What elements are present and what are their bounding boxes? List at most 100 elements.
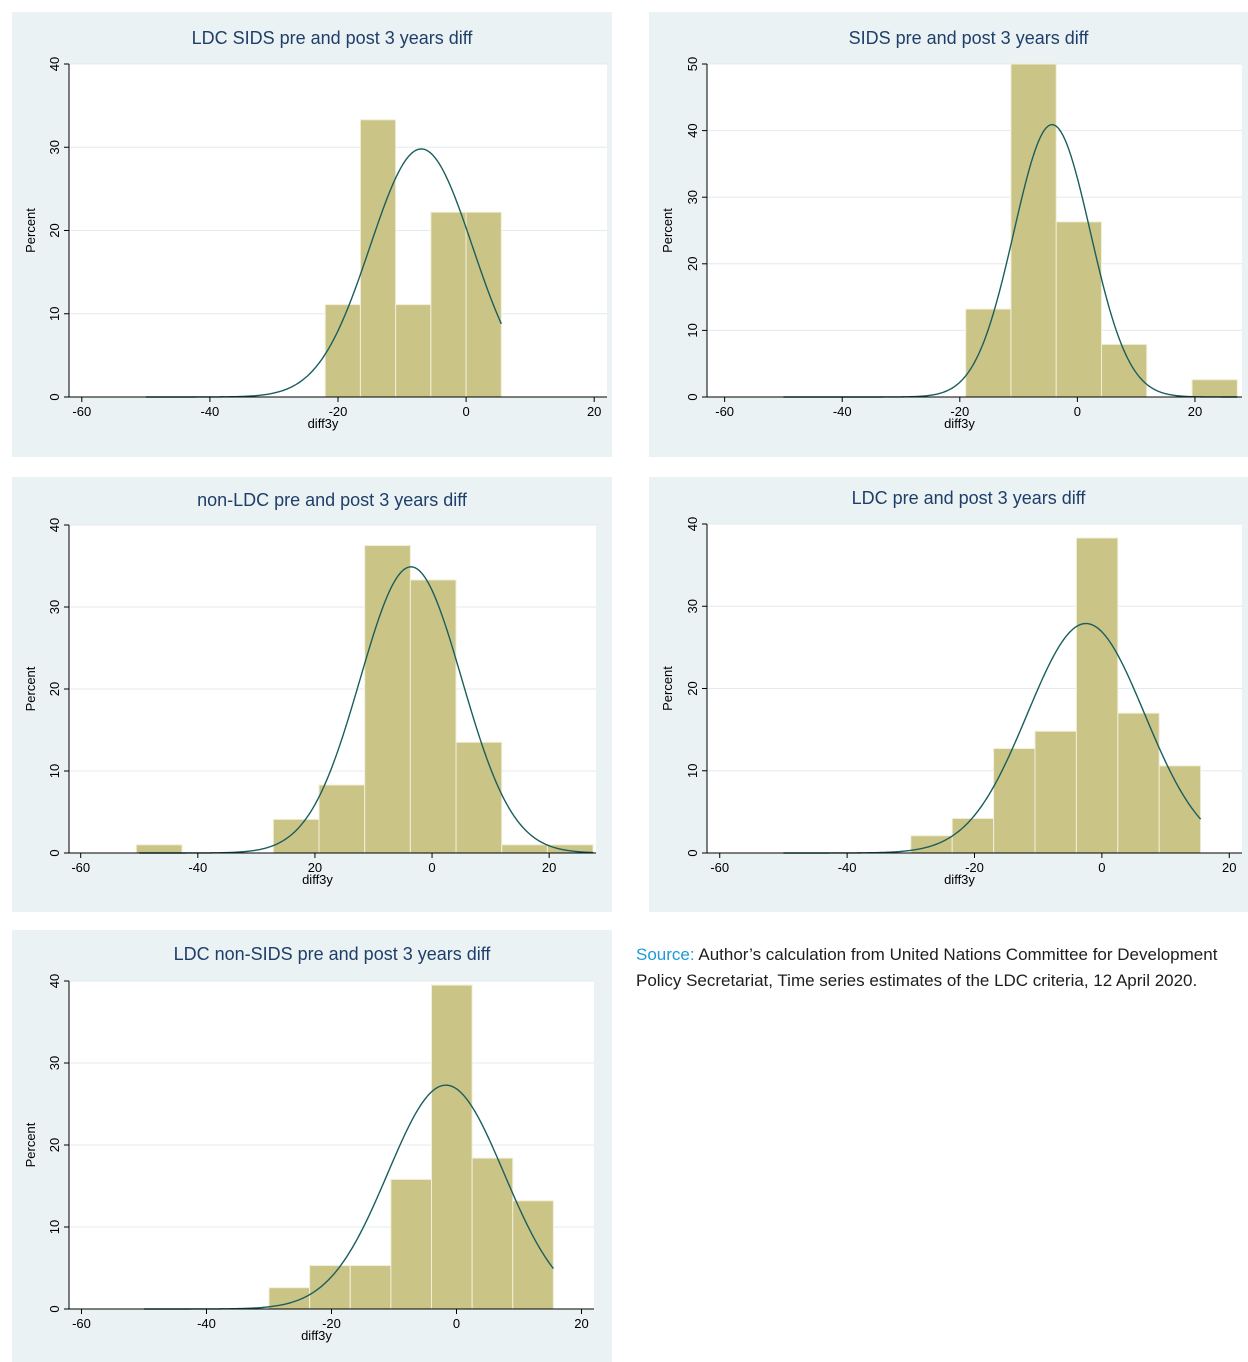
y-tick-label: 40 bbox=[47, 57, 62, 71]
x-tick-label: 0 bbox=[462, 404, 469, 419]
histogram-bar bbox=[309, 1265, 351, 1310]
histogram-bar bbox=[1191, 379, 1238, 398]
histogram-bar bbox=[1100, 343, 1148, 398]
y-tick-label: 30 bbox=[47, 140, 62, 154]
source-text: Author’s calculation from United Nations… bbox=[636, 945, 1218, 990]
y-tick-label: 30 bbox=[47, 600, 62, 614]
histogram-bar bbox=[1158, 765, 1202, 854]
y-axis-title: Percent bbox=[23, 666, 38, 711]
y-tick-label: 10 bbox=[685, 323, 700, 337]
chart-panel-ldc: 0 10 20 30 40 -60 -40 -20 0 20 diff3y Percent LDC pr… bbox=[649, 477, 1248, 912]
x-tick-label: -20 bbox=[322, 1316, 341, 1331]
histogram-bar bbox=[1075, 537, 1119, 854]
histogram-bar bbox=[431, 984, 473, 1310]
histogram-bar bbox=[965, 308, 1012, 398]
x-axis-title: diff3y bbox=[308, 416, 339, 431]
x-axis-title: diff3y bbox=[944, 416, 975, 431]
y-tick-label: 20 bbox=[685, 257, 700, 271]
y-tick-label: 40 bbox=[685, 123, 700, 137]
histogram-bar bbox=[951, 817, 995, 854]
histogram-bar bbox=[430, 211, 467, 398]
x-tick-label: -40 bbox=[838, 860, 857, 875]
histogram-bar bbox=[272, 818, 320, 854]
chart-panel-non-ldc: 0 10 20 30 40 -60 -40 20 0 20 diff3y Percent non-LDC… bbox=[12, 477, 612, 912]
y-axis-title: Percent bbox=[660, 666, 675, 711]
y-tick-label: 0 bbox=[685, 849, 700, 856]
x-tick-label: -20 bbox=[965, 860, 984, 875]
x-tick-label: -40 bbox=[197, 1316, 216, 1331]
chart-ldc-sids: 0 10 20 30 40 -60 -40 -20 0 20 diff3y Percent LDC SI… bbox=[23, 28, 607, 431]
y-axis-title: Percent bbox=[660, 208, 675, 253]
x-tick-label: 0 bbox=[1074, 404, 1081, 419]
chart-ldc-non-sids: 0 10 20 30 40 -60 -40 -20 0 20 diff3y Percent LDC no… bbox=[23, 944, 594, 1343]
y-axis-title: Percent bbox=[23, 208, 38, 253]
y-tick-label: 0 bbox=[685, 393, 700, 400]
y-axis-title: Percent bbox=[23, 1122, 38, 1167]
x-axis-title: diff3y bbox=[301, 1328, 332, 1343]
chart-title: SIDS pre and post 3 years diff bbox=[849, 28, 1090, 48]
y-tick-label: 0 bbox=[47, 1305, 62, 1312]
x-tick-label: 20 bbox=[1222, 860, 1236, 875]
x-tick-label: 20 bbox=[1188, 404, 1202, 419]
histogram-bar bbox=[910, 835, 953, 854]
chart-panel-sids: 0 10 20 30 40 50 -60 -40 -20 0 20 diff3y Percent SIDS… bbox=[649, 12, 1248, 457]
x-tick-label: 0 bbox=[428, 860, 435, 875]
x-tick-label: 20 bbox=[587, 404, 601, 419]
histogram-bar bbox=[135, 844, 183, 854]
x-tick-label: -60 bbox=[71, 860, 90, 875]
y-tick-label: 0 bbox=[47, 849, 62, 856]
y-tick-label: 20 bbox=[47, 1138, 62, 1152]
x-tick-label: 20 bbox=[574, 1316, 588, 1331]
histogram-bar bbox=[1010, 63, 1057, 398]
chart-title: non-LDC pre and post 3 years diff bbox=[197, 490, 468, 510]
chart-ldc: 0 10 20 30 40 -60 -40 -20 0 20 diff3y Percent LDC pr… bbox=[660, 488, 1242, 887]
histogram-bar bbox=[1117, 712, 1160, 854]
source-note: Source: Author’s calculation from United… bbox=[636, 942, 1236, 994]
histogram-bar bbox=[501, 844, 548, 854]
x-tick-label: -60 bbox=[72, 1316, 91, 1331]
histogram-bar bbox=[395, 304, 432, 398]
source-label: Source: bbox=[636, 945, 695, 964]
y-tick-label: 10 bbox=[47, 1220, 62, 1234]
x-axis-title: diff3y bbox=[944, 872, 975, 887]
histogram-bar bbox=[512, 1200, 554, 1310]
y-tick-label: 40 bbox=[47, 518, 62, 532]
x-axis-title: diff3y bbox=[302, 872, 333, 887]
chart-title: LDC SIDS pre and post 3 years diff bbox=[192, 28, 474, 48]
x-tick-label: -60 bbox=[72, 404, 91, 419]
x-tick-label: 20 bbox=[542, 860, 556, 875]
histogram-bar bbox=[364, 545, 411, 854]
x-tick-label: -60 bbox=[715, 404, 734, 419]
y-tick-label: 30 bbox=[47, 1056, 62, 1070]
x-tick-label: -40 bbox=[201, 404, 220, 419]
y-tick-label: 10 bbox=[47, 307, 62, 321]
x-tick-label: -20 bbox=[950, 404, 969, 419]
y-tick-label: 20 bbox=[685, 681, 700, 695]
y-tick-label: 10 bbox=[47, 764, 62, 778]
chart-panel-ldc-sids: 0 10 20 30 40 -60 -40 -20 0 20 diff3y Percent LDC SI… bbox=[12, 12, 612, 457]
chart-panel-ldc-non-sids: 0 10 20 30 40 -60 -40 -20 0 20 diff3y Percent LDC no… bbox=[12, 930, 612, 1362]
histogram-bar bbox=[390, 1178, 432, 1310]
y-tick-label: 20 bbox=[47, 682, 62, 696]
chart-title: LDC non-SIDS pre and post 3 years diff bbox=[174, 944, 492, 964]
chart-sids: 0 10 20 30 40 50 -60 -40 -20 0 20 diff3y Percent SIDS… bbox=[660, 28, 1242, 431]
x-tick-label: 20 bbox=[308, 860, 322, 875]
x-tick-label: -20 bbox=[329, 404, 348, 419]
x-tick-label: -40 bbox=[188, 860, 207, 875]
chart-title: LDC pre and post 3 years diff bbox=[852, 488, 1087, 508]
y-tick-label: 40 bbox=[685, 517, 700, 531]
histogram-bar bbox=[993, 748, 1036, 854]
y-tick-label: 10 bbox=[685, 764, 700, 778]
histogram-bar bbox=[409, 579, 457, 854]
y-tick-label: 30 bbox=[685, 190, 700, 204]
x-tick-label: 0 bbox=[453, 1316, 460, 1331]
histogram-bar bbox=[465, 211, 502, 398]
histogram-bar bbox=[1034, 730, 1077, 854]
y-tick-label: 0 bbox=[47, 393, 62, 400]
x-tick-label: -40 bbox=[833, 404, 852, 419]
histogram-bar bbox=[455, 741, 503, 854]
x-tick-label: -60 bbox=[710, 860, 729, 875]
histogram-bar bbox=[318, 784, 366, 854]
y-tick-label: 30 bbox=[685, 599, 700, 613]
